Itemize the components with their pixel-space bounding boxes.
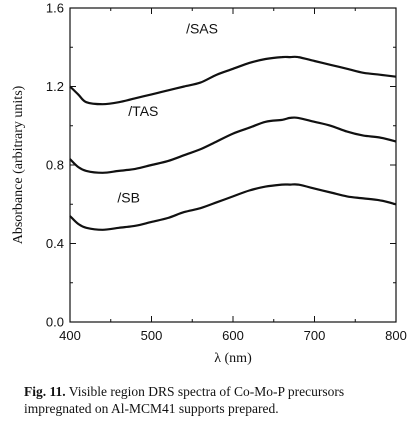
x-axis-label: λ (nm): [214, 351, 252, 366]
x-tick-label: 800: [385, 328, 407, 343]
series-label: /SB: [117, 189, 140, 205]
axis-ticks: [69, 7, 397, 323]
tick-labels: 400 500 600 700 800 0.0 0.4 0.8 1.2 1.6: [46, 1, 407, 344]
y-tick-label: 0.4: [46, 236, 64, 251]
y-tick-label: 0.8: [46, 158, 64, 173]
caption-text: Visible region DRS spectra of Co-Mo-P pr…: [24, 384, 345, 416]
series-line: [69, 183, 397, 231]
y-tick-label: 1.6: [46, 1, 64, 16]
x-tick-label: 700: [304, 328, 326, 343]
caption-label: Fig. 11.: [24, 384, 66, 399]
y-tick-label: 0.0: [46, 315, 64, 330]
y-tick-label: 1.2: [46, 79, 64, 94]
plot-frame: [69, 7, 397, 323]
series-lines: [69, 55, 397, 231]
series-label: /SAS: [186, 21, 218, 37]
series-label: /TAS: [128, 103, 158, 119]
series-line: [69, 116, 397, 174]
series-line: [69, 55, 397, 106]
series-labels: /SAS/TAS/SB: [117, 21, 218, 206]
x-tick-label: 600: [222, 328, 244, 343]
x-tick-label: 500: [141, 328, 163, 343]
figure-caption: Fig. 11. Visible region DRS spectra of C…: [24, 383, 404, 417]
x-tick-label: 400: [59, 328, 81, 343]
y-axis-label: Absorbance (arbitrary units): [11, 85, 26, 244]
